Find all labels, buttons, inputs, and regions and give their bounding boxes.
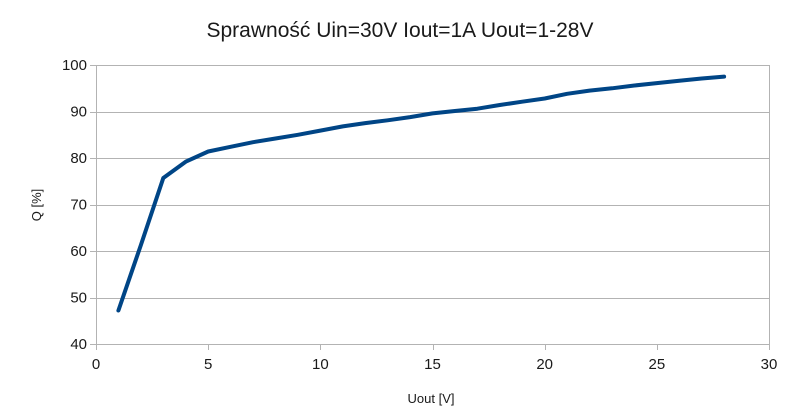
y-tick-label-80: 80: [70, 150, 87, 167]
y-tick-label-100: 100: [62, 57, 87, 74]
x-tick-label-10: 10: [312, 356, 329, 373]
y-tick-label-60: 60: [70, 243, 87, 260]
x-tick-label-5: 5: [204, 356, 212, 373]
chart-title: Sprawność Uin=30V Iout=1A Uout=1-28V: [206, 19, 593, 42]
axes: [90, 65, 770, 350]
x-tick-label-25: 25: [648, 356, 665, 373]
series-group: [116, 74, 727, 313]
x-tick-label-15: 15: [424, 356, 441, 373]
x-tick-label-0: 0: [92, 356, 100, 373]
x-tick-label-30: 30: [761, 356, 778, 373]
y-axis-label: Q [%]: [29, 189, 44, 222]
y-tick-labels: 40 50 60 70 80 90 100: [62, 57, 87, 353]
x-axis-label: Uout [V]: [408, 391, 455, 406]
y-tick-label-70: 70: [70, 197, 87, 214]
x-tick-labels: 0 5 10 15 20 25 30: [92, 356, 778, 373]
y-tick-label-50: 50: [70, 290, 87, 307]
grid: [96, 65, 769, 345]
series-line-0: [116, 74, 727, 313]
y-tick-label-40: 40: [70, 336, 87, 353]
y-tick-label-90: 90: [70, 104, 87, 121]
x-tick-label-20: 20: [536, 356, 553, 373]
